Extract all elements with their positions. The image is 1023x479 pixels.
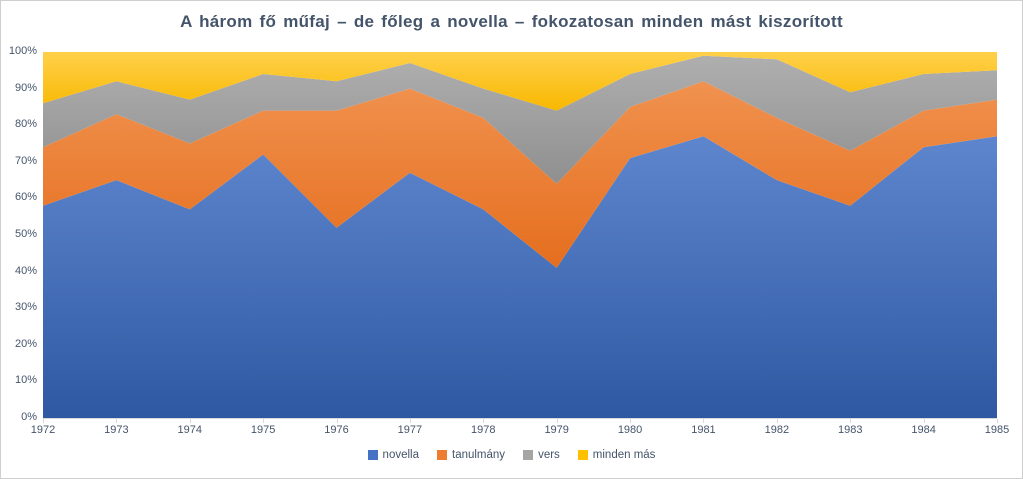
x-axis-label: 1979 (544, 424, 569, 436)
y-axis-label: 40% (14, 264, 37, 277)
x-axis-label: 1983 (837, 424, 863, 436)
x-axis-label: 1985 (984, 424, 1010, 436)
axis-tick (997, 419, 998, 423)
y-axis-label: 60% (14, 191, 37, 204)
axis-tick (557, 419, 558, 423)
x-axis-label: 1984 (911, 424, 936, 436)
y-axis-label: 30% (14, 301, 37, 314)
y-axis-label: 0% (21, 411, 37, 423)
axis-tick (263, 419, 264, 423)
axis-tick (337, 419, 338, 423)
x-axis-label: 1976 (324, 424, 349, 436)
y-axis-label: 20% (14, 337, 37, 350)
axis-tick (483, 419, 484, 423)
area-series-minden-mas (43, 52, 997, 111)
legend: novella tanulmány vers minden más (1, 449, 1022, 461)
y-axis-label: 70% (14, 154, 37, 167)
axis-tick (43, 419, 44, 423)
x-axis-line (43, 418, 997, 419)
x-axis-label: 1978 (471, 424, 496, 436)
stacked-area-plot (43, 52, 997, 418)
x-axis-label: 1973 (104, 424, 129, 436)
legend-item-tanulmany: tanulmány (437, 449, 505, 461)
legend-item-minden-mas: minden más (577, 449, 656, 461)
axis-tick (850, 419, 851, 423)
x-axis-label: 1974 (177, 424, 202, 436)
area-series-novella (43, 136, 997, 418)
x-axis-label: 1981 (691, 424, 716, 436)
y-axis-label: 50% (14, 228, 37, 240)
x-axis-label: 1975 (250, 424, 276, 436)
axis-tick (190, 419, 191, 423)
axis-tick (630, 419, 631, 423)
x-axis-label: 1972 (30, 424, 56, 436)
axis-tick (924, 419, 925, 423)
legend-swatch-icon (437, 450, 447, 460)
legend-item-novella: novella (367, 449, 419, 461)
x-axis-label: 1982 (764, 424, 790, 436)
axis-tick (410, 419, 411, 423)
legend-label: novella (382, 449, 419, 461)
y-axis-label: 100% (8, 45, 37, 57)
legend-item-vers: vers (523, 449, 560, 461)
legend-swatch-icon (523, 450, 534, 460)
axis-tick (116, 419, 117, 423)
area-series-vers (43, 55, 997, 184)
y-axis-label: 10% (14, 374, 37, 387)
axis-tick (777, 419, 778, 423)
legend-label: tanulmány (452, 449, 506, 461)
legend-label: vers (538, 449, 560, 461)
x-axis-label: 1980 (617, 424, 643, 436)
chart-title: A három fő műfaj – de főleg a novella – … (180, 12, 843, 31)
y-axis-label: 90% (14, 81, 37, 94)
legend-swatch-icon (577, 450, 588, 460)
axis-tick (703, 419, 704, 423)
y-axis-label: 80% (14, 118, 37, 131)
x-axis-label: 1977 (397, 424, 423, 436)
area-series-tanulmany (43, 81, 997, 268)
legend-swatch-icon (367, 450, 378, 460)
legend-label: minden más (592, 449, 656, 461)
